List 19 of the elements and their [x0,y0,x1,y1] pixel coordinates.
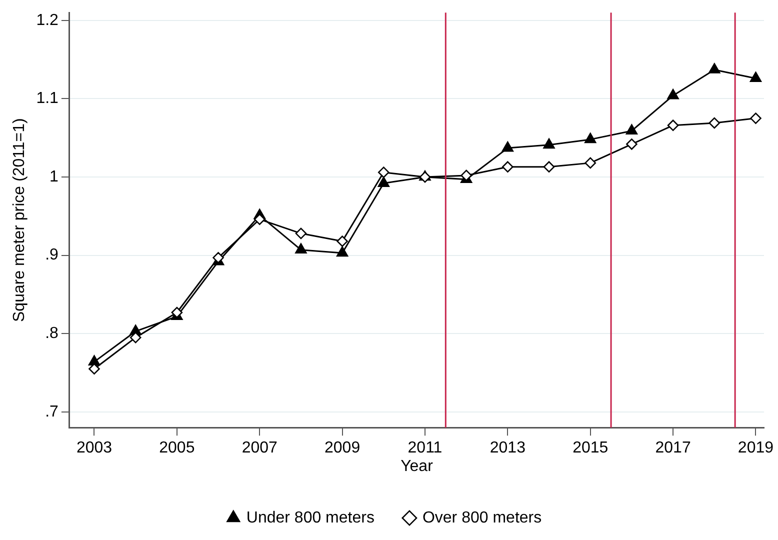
x-tick-label: 2015 [572,440,608,457]
x-tick-label: 2013 [490,440,526,457]
legend-label: Over 800 meters [422,509,542,526]
y-axis-title: Square meter price (2011=1) [11,118,28,322]
x-tick-label: 2017 [655,440,691,457]
x-tick-label: 2005 [159,440,195,457]
x-axis-title: Year [400,458,434,475]
x-tick-label: 2011 [408,440,442,457]
y-tick-label: 1.2 [36,12,59,29]
x-tick-label: 2003 [76,440,112,457]
legend-label: Under 800 meters [246,509,374,526]
y-tick-label: .9 [45,246,59,264]
y-tick-label: .8 [45,325,59,342]
y-tick-label: 1 [50,168,59,186]
x-tick-label: 2009 [324,440,360,457]
x-tick-label: 2007 [242,440,278,457]
y-tick-label: .7 [45,403,59,420]
x-tick-label: 2019 [738,440,774,457]
y-tick-label: 1.1 [36,90,59,108]
